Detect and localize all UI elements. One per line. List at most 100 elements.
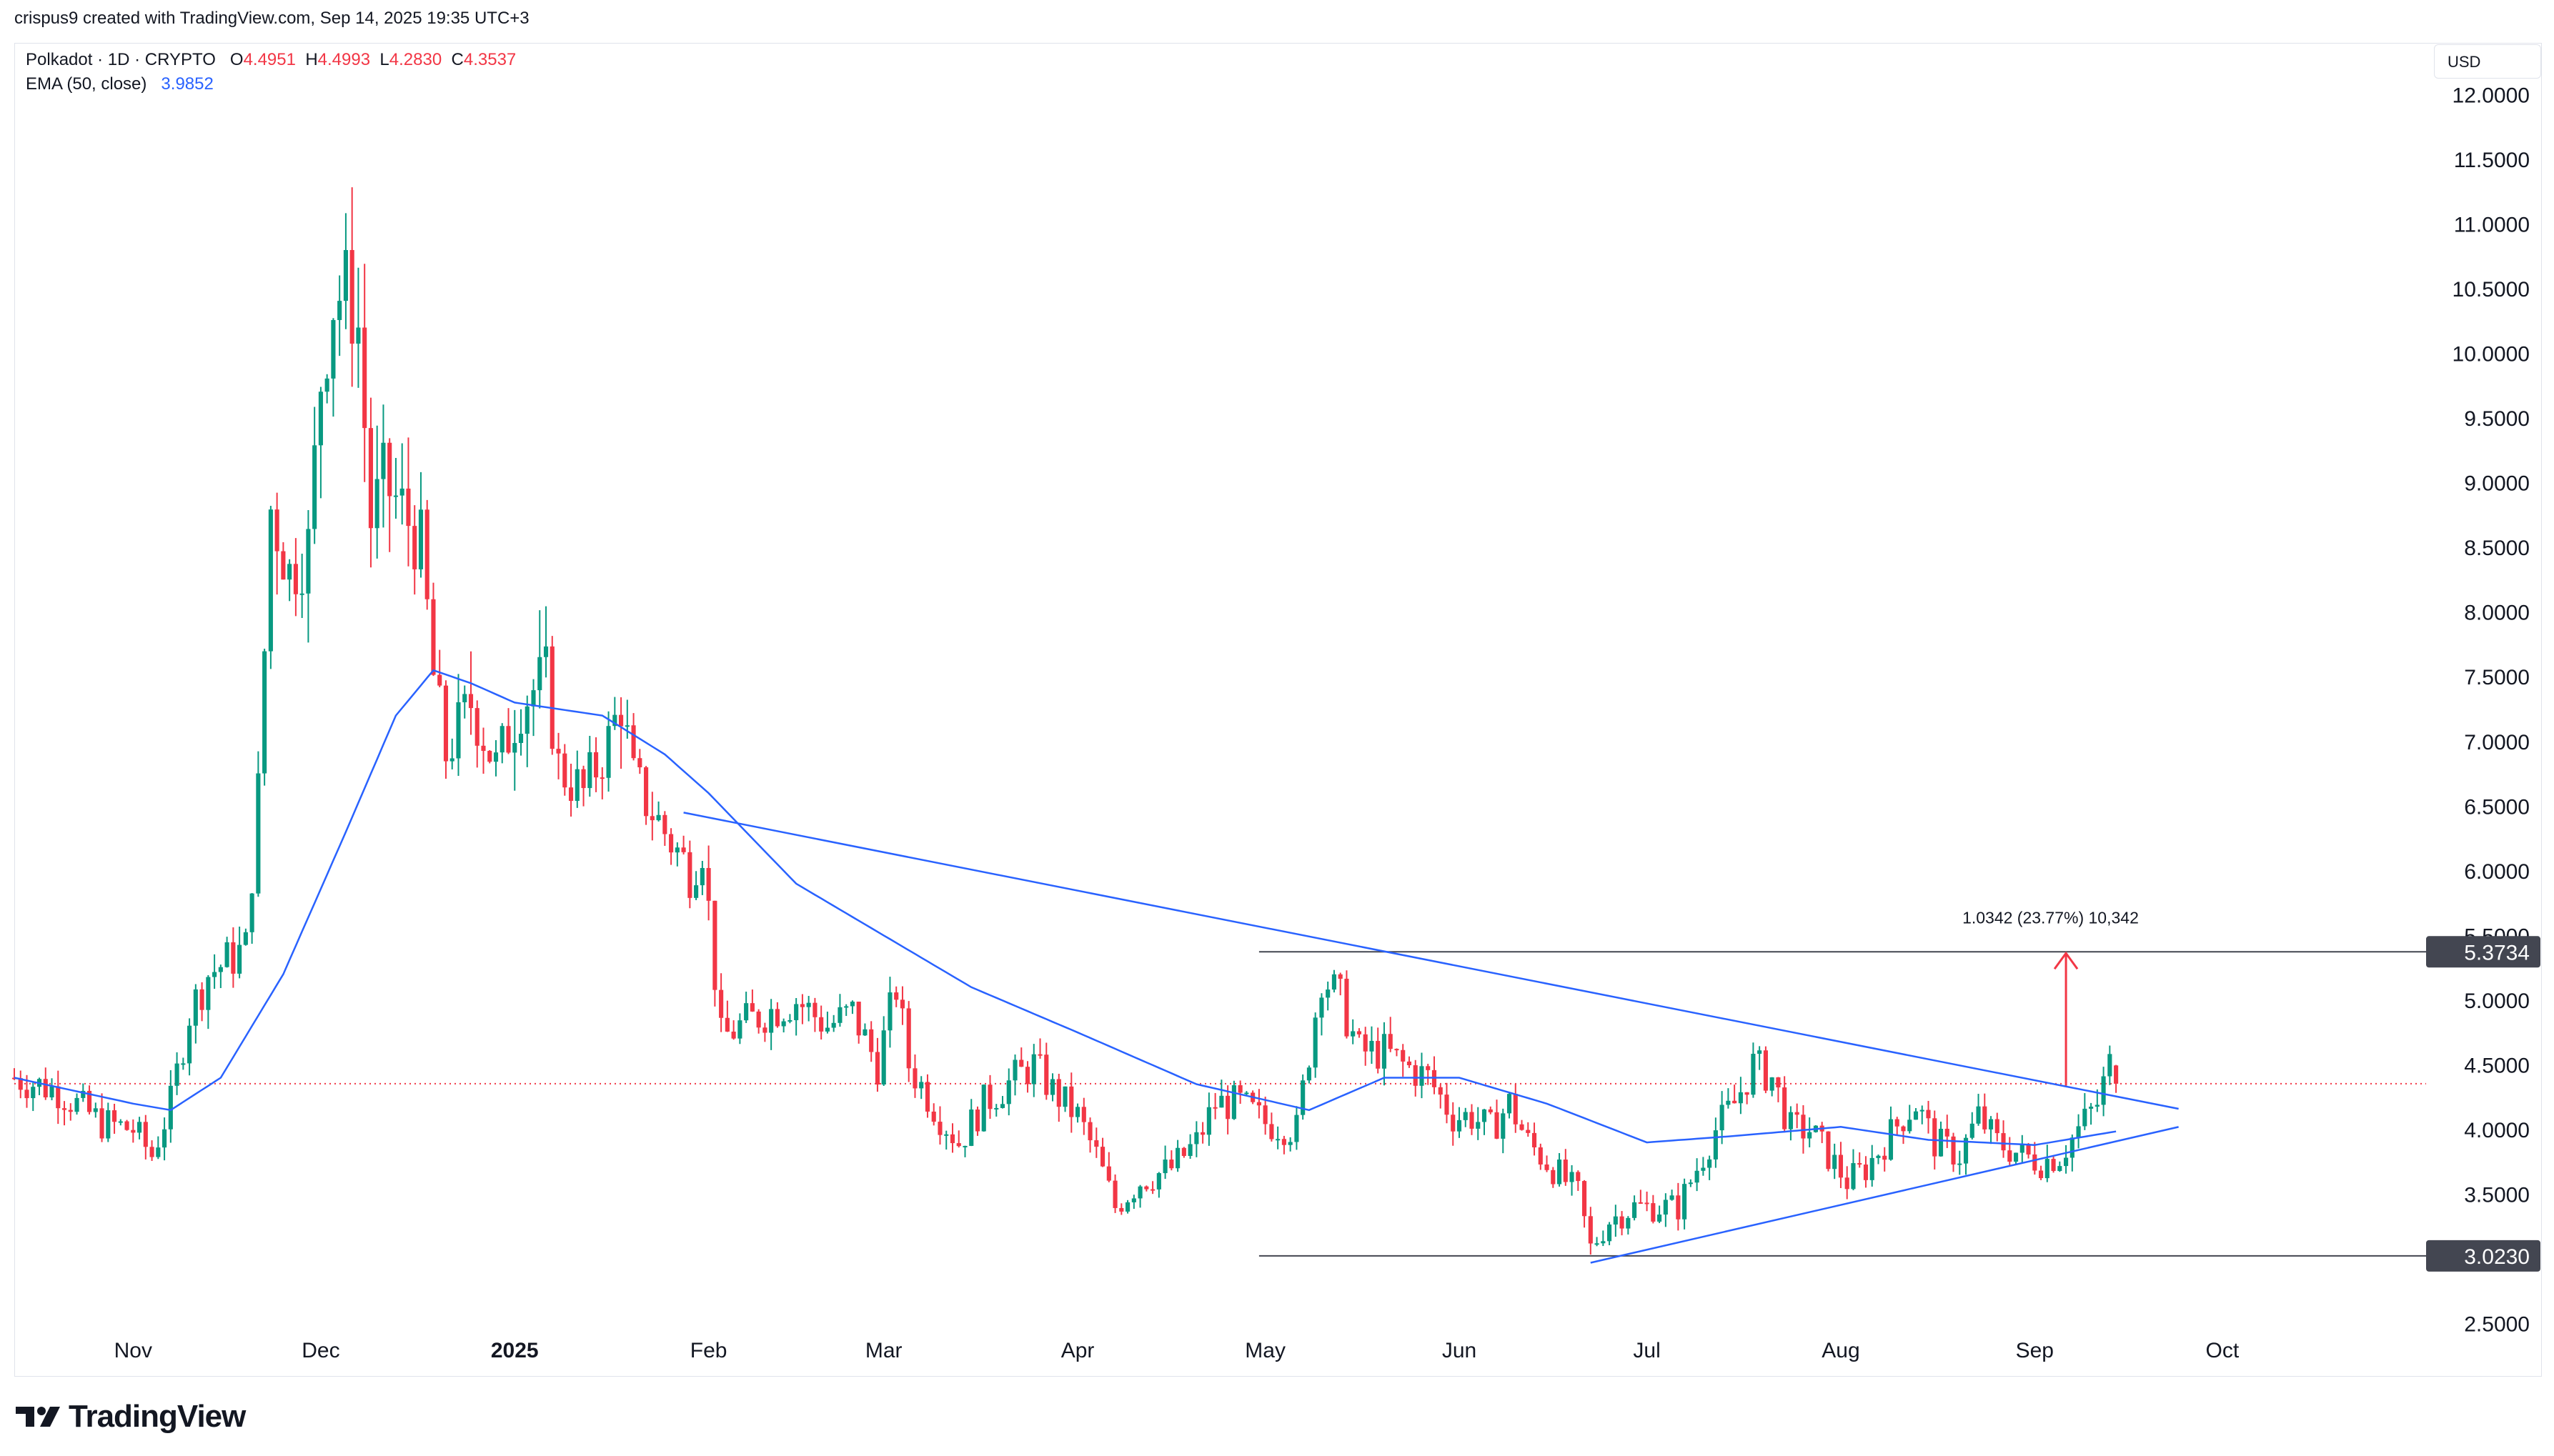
trendline xyxy=(1590,1126,2179,1264)
candle-body-down xyxy=(2038,1170,2044,1179)
candle-body-up xyxy=(1276,1139,1281,1141)
open-label: O xyxy=(229,50,244,69)
candle-body-down xyxy=(931,1111,936,1122)
candle-body-down xyxy=(56,1086,61,1109)
candle-body-down xyxy=(1676,1195,1681,1220)
candle-body-up xyxy=(1888,1119,1894,1160)
candle-body-up xyxy=(500,726,505,753)
candle-body-down xyxy=(619,714,624,727)
candle-body-down xyxy=(1401,1049,1406,1062)
candle-body-up xyxy=(1688,1182,1693,1185)
candle-body-up xyxy=(1138,1186,1143,1199)
tradingview-logo[interactable]: TradingView xyxy=(16,1399,246,1435)
candle-body-down xyxy=(362,327,367,429)
candle-body-up xyxy=(675,847,680,853)
y-axis-tick-label: 5.0000 xyxy=(2464,989,2530,1013)
candle-body-down xyxy=(43,1079,48,1098)
candle-body-down xyxy=(481,745,486,751)
candle-body-up xyxy=(587,752,592,789)
candle-body-down xyxy=(1932,1118,1937,1157)
candle-body-down xyxy=(1488,1109,1493,1112)
candle-body-up xyxy=(1569,1172,1574,1182)
candle-body-up xyxy=(312,445,317,529)
candle-body-down xyxy=(349,249,354,344)
candle-body-up xyxy=(212,972,217,977)
candle-body-up xyxy=(399,488,404,496)
candle-body-up xyxy=(1481,1109,1487,1122)
candle-body-down xyxy=(556,749,561,754)
candle-body-down xyxy=(1363,1034,1368,1052)
y-axis-tick-label: 8.0000 xyxy=(2464,602,2530,625)
candle-body-down xyxy=(687,852,692,898)
candle-body-up xyxy=(1832,1155,1837,1170)
candle-body-up xyxy=(1126,1202,1131,1212)
candle-body-up xyxy=(1807,1132,1812,1139)
candle-body-up xyxy=(449,758,454,762)
candle-body-up xyxy=(831,1022,836,1028)
candle-body-up xyxy=(1206,1107,1211,1135)
candle-body-down xyxy=(762,1027,767,1033)
symbol-title[interactable]: Polkadot · 1D · CRYPTO xyxy=(26,50,216,69)
candle-body-down xyxy=(1644,1202,1649,1205)
candle-body-up xyxy=(769,1009,774,1033)
candle-body-up xyxy=(1669,1195,1674,1200)
candle-body-down xyxy=(1263,1105,1268,1125)
candle-body-down xyxy=(956,1143,961,1147)
x-axis-tick-label: Jul xyxy=(1633,1339,1660,1362)
high-value: 4.4993 xyxy=(317,50,371,69)
candle-body-up xyxy=(575,769,580,802)
candle-body-up xyxy=(1476,1122,1481,1129)
candle-body-up xyxy=(1613,1216,1618,1225)
candle-body-down xyxy=(1551,1170,1556,1185)
currency-button[interactable]: USD xyxy=(2434,44,2541,79)
candle-body-down xyxy=(1826,1131,1831,1170)
candle-body-up xyxy=(256,773,261,894)
candle-body-up xyxy=(1351,1031,1356,1037)
candle-body-down xyxy=(124,1121,129,1130)
candle-body-down xyxy=(143,1122,148,1147)
x-axis-tick-label: Mar xyxy=(865,1339,903,1362)
candle-body-up xyxy=(74,1097,79,1112)
candle-body-up xyxy=(137,1122,142,1133)
candle-body-down xyxy=(1025,1067,1030,1084)
candle-body-down xyxy=(111,1110,117,1122)
candle-body-up xyxy=(49,1086,54,1098)
candle-body-down xyxy=(1519,1124,1524,1130)
candle-body-down xyxy=(1538,1147,1543,1165)
candle-body-down xyxy=(1038,1054,1043,1056)
candle-body-up xyxy=(462,694,467,702)
candle-body-up xyxy=(1851,1163,1856,1190)
candle-body-up xyxy=(1131,1198,1136,1202)
candle-body-up xyxy=(174,1063,179,1086)
candle-body-down xyxy=(906,1008,911,1069)
candle-body-down xyxy=(281,551,286,580)
candle-body-down xyxy=(1413,1065,1418,1086)
candle-body-up xyxy=(381,442,386,479)
candle-body-down xyxy=(631,725,636,759)
candle-body-up xyxy=(537,657,542,691)
candle-body-up xyxy=(1506,1094,1512,1114)
candle-body-up xyxy=(1632,1202,1637,1218)
candle-body-down xyxy=(2026,1144,2031,1155)
candle-body-up xyxy=(944,1134,949,1136)
candle-body-down xyxy=(1882,1155,1887,1160)
candle-body-up xyxy=(1938,1128,1944,1157)
candle-body-up xyxy=(2082,1108,2087,1127)
ema-title[interactable]: EMA (50, close) xyxy=(26,74,147,94)
candle-body-up xyxy=(156,1147,161,1157)
candle-body-down xyxy=(650,816,655,821)
x-axis-tick-label: Dec xyxy=(302,1339,339,1362)
candle-body-down xyxy=(1526,1130,1531,1133)
candle-body-up xyxy=(963,1145,968,1147)
candle-body-up xyxy=(93,1108,98,1112)
trendline xyxy=(683,812,2179,1110)
candle-body-down xyxy=(1732,1100,1737,1104)
candle-body-up xyxy=(1913,1111,1919,1120)
candle-body-down xyxy=(988,1084,993,1110)
candle-body-up xyxy=(318,392,323,446)
candle-body-up xyxy=(806,1002,811,1007)
candle-body-up xyxy=(1194,1132,1199,1145)
candle-body-up xyxy=(1326,989,1331,998)
candle-body-up xyxy=(1306,1067,1311,1081)
